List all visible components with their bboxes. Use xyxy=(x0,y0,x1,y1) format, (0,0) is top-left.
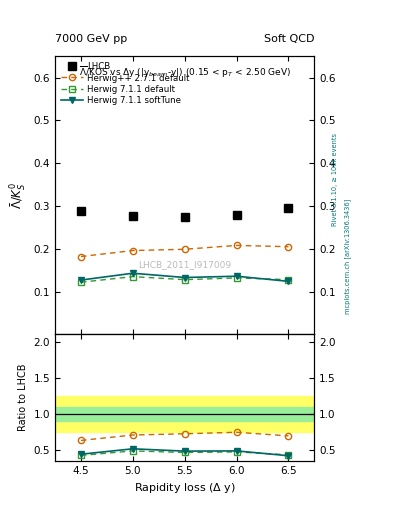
Text: 7000 GeV pp: 7000 GeV pp xyxy=(55,33,127,44)
Herwig 7.1.1 default xyxy=(79,279,83,285)
Herwig++ 2.7.1 default xyxy=(79,253,83,260)
Bar xyxy=(55,396,314,432)
Line: LHCB: LHCB xyxy=(77,204,292,221)
LHCB xyxy=(234,212,239,218)
Herwig 7.1.1 softTune xyxy=(79,277,83,283)
LHCB xyxy=(182,214,187,220)
Y-axis label: $\bar{\Lambda}/K^0_S$: $\bar{\Lambda}/K^0_S$ xyxy=(8,182,28,209)
Herwig 7.1.1 softTune xyxy=(234,273,239,279)
Herwig++ 2.7.1 default xyxy=(286,244,291,250)
X-axis label: Rapidity loss ($\Delta$ y): Rapidity loss ($\Delta$ y) xyxy=(134,481,236,495)
Herwig 7.1.1 default xyxy=(130,273,135,280)
Y-axis label: Ratio to LHCB: Ratio to LHCB xyxy=(18,364,28,431)
Line: Herwig 7.1.1 default: Herwig 7.1.1 default xyxy=(78,273,292,285)
Text: Soft QCD: Soft QCD xyxy=(264,33,314,44)
Herwig 7.1.1 softTune xyxy=(182,274,187,281)
Herwig 7.1.1 softTune xyxy=(286,279,291,285)
Legend: LHCB, Herwig++ 2.7.1 default, Herwig 7.1.1 default, Herwig 7.1.1 softTune: LHCB, Herwig++ 2.7.1 default, Herwig 7.1… xyxy=(59,60,191,106)
Herwig++ 2.7.1 default xyxy=(234,242,239,248)
Text: Rivet 3.1.10, ≥ 100k events: Rivet 3.1.10, ≥ 100k events xyxy=(332,133,338,226)
Text: LHCB_2011_I917009: LHCB_2011_I917009 xyxy=(138,261,231,269)
Line: Herwig 7.1.1 softTune: Herwig 7.1.1 softTune xyxy=(78,270,292,285)
LHCB xyxy=(286,205,291,211)
LHCB xyxy=(130,213,135,219)
Herwig 7.1.1 softTune xyxy=(130,270,135,276)
Herwig++ 2.7.1 default xyxy=(182,246,187,252)
Text: $\overline{\Lambda}$/KOS vs $\Delta$y (|y$_{beam}$-y|) (0.15 < p$_T$ < 2.50 GeV): $\overline{\Lambda}$/KOS vs $\Delta$y (|… xyxy=(79,65,291,80)
Herwig++ 2.7.1 default xyxy=(130,247,135,253)
LHCB xyxy=(79,208,83,214)
Herwig 7.1.1 default xyxy=(234,275,239,281)
Herwig 7.1.1 default xyxy=(182,276,187,283)
Line: Herwig++ 2.7.1 default: Herwig++ 2.7.1 default xyxy=(78,242,292,260)
Herwig 7.1.1 default xyxy=(286,276,291,283)
Text: mcplots.cern.ch [arXiv:1306.3436]: mcplots.cern.ch [arXiv:1306.3436] xyxy=(344,198,351,314)
Bar xyxy=(55,407,314,421)
